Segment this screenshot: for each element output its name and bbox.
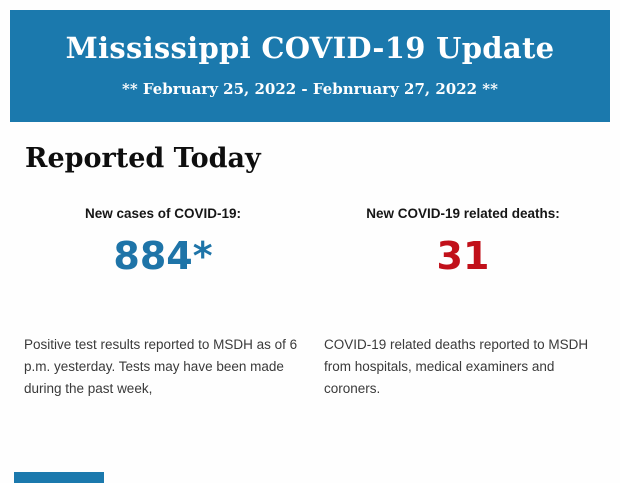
stat-new-deaths: New COVID-19 related deaths: 31 COVID-19… bbox=[322, 205, 604, 400]
new-cases-label: New cases of COVID-19: bbox=[84, 206, 242, 221]
section-title: Reported Today bbox=[25, 143, 261, 174]
reported-today-section: Reported Today New cases of COVID-19: 88… bbox=[0, 122, 620, 400]
page-title: Mississippi COVID-19 Update bbox=[65, 31, 555, 65]
new-deaths-value: 31 bbox=[436, 234, 490, 278]
new-deaths-description: COVID-19 related deaths reported to MSDH… bbox=[324, 337, 589, 396]
new-deaths-label: New COVID-19 related deaths: bbox=[366, 206, 560, 221]
stats-row: New cases of COVID-19: 884* Positive tes… bbox=[0, 205, 620, 400]
date-range: ** February 25, 2022 - Febnruary 27, 202… bbox=[122, 80, 498, 98]
next-section-edge bbox=[14, 472, 104, 483]
header-band: Mississippi COVID-19 Update ** February … bbox=[10, 10, 610, 122]
new-cases-value: 884* bbox=[113, 234, 213, 278]
stat-new-cases: New cases of COVID-19: 884* Positive tes… bbox=[22, 205, 304, 400]
new-cases-description: Positive test results reported to MSDH a… bbox=[24, 337, 298, 396]
